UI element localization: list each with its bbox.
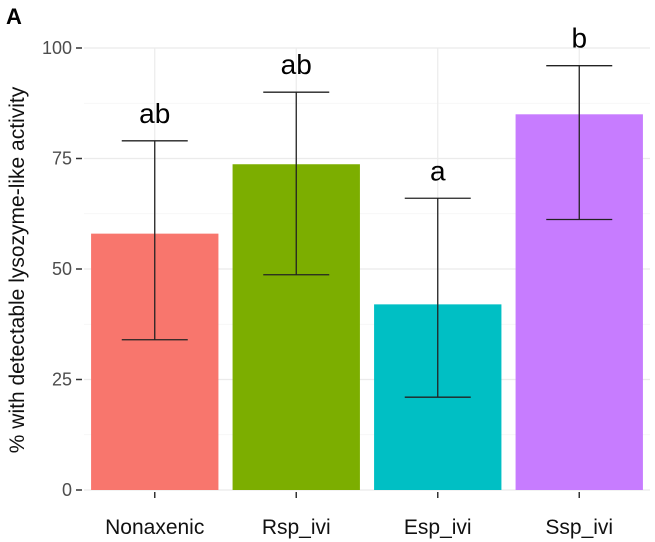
significance-letter: a <box>430 155 446 186</box>
significance-letter: b <box>571 23 587 54</box>
y-tick-label: 100 <box>42 38 72 58</box>
significance-letter: ab <box>281 49 312 80</box>
panel-label: A <box>6 4 22 29</box>
significance-letter: ab <box>139 98 170 129</box>
y-tick-label: 25 <box>52 370 72 390</box>
y-tick-label: 0 <box>62 480 72 500</box>
x-tick-label: Ssp_ivi <box>545 516 613 539</box>
x-tick-label: Esp_ivi <box>404 516 472 539</box>
x-tick-label: Rsp_ivi <box>262 516 331 539</box>
x-tick-label: Nonaxenic <box>105 516 204 539</box>
y-tick-label: 75 <box>52 149 72 169</box>
y-tick-label: 50 <box>52 259 72 279</box>
